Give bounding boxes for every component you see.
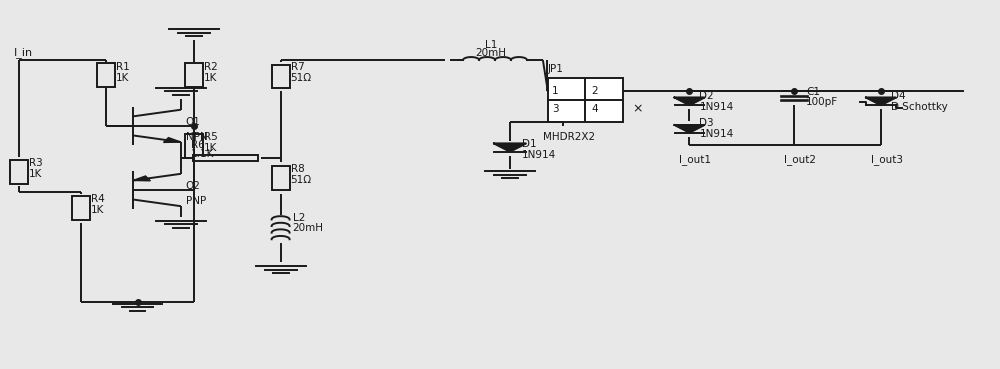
Text: D2: D2 [699, 91, 714, 101]
Bar [185, 63, 203, 87]
Text: 1N914: 1N914 [522, 150, 556, 160]
Polygon shape [163, 138, 181, 142]
Text: 100pF: 100pF [806, 97, 838, 107]
Text: 1K: 1K [91, 205, 105, 215]
Text: D3: D3 [699, 118, 714, 128]
Text: R5: R5 [204, 132, 218, 142]
Polygon shape [133, 176, 150, 181]
Text: 4: 4 [591, 104, 598, 114]
Text: C1: C1 [806, 87, 820, 97]
Text: L2: L2 [293, 213, 305, 223]
Bar [10, 160, 28, 184]
Text: R6: R6 [191, 140, 205, 150]
Text: MHDR2X2: MHDR2X2 [543, 132, 595, 142]
Text: NPN: NPN [186, 132, 208, 142]
Text: I_out3: I_out3 [871, 155, 903, 165]
Text: R4: R4 [91, 194, 105, 204]
Bar [72, 196, 90, 220]
Bar [97, 63, 115, 87]
Text: 2: 2 [591, 86, 598, 96]
Text: JP1: JP1 [548, 64, 564, 74]
Text: 1K: 1K [204, 143, 217, 153]
Text: D Schottky: D Schottky [891, 102, 948, 112]
Text: PNP: PNP [186, 196, 206, 206]
Text: 1: 1 [552, 86, 558, 96]
Bar [272, 65, 290, 88]
Text: 1K: 1K [204, 73, 217, 83]
Text: I_in: I_in [14, 47, 33, 58]
Bar [193, 155, 258, 161]
Text: 51Ω: 51Ω [291, 175, 312, 185]
Text: R2: R2 [204, 62, 218, 72]
Text: D1: D1 [522, 139, 537, 149]
Bar [548, 78, 623, 122]
Polygon shape [675, 97, 704, 105]
Text: R7: R7 [291, 62, 304, 72]
Text: ×: × [633, 103, 643, 115]
Polygon shape [675, 125, 704, 133]
Bar [272, 166, 290, 190]
Text: 1K: 1K [29, 169, 43, 179]
Text: 1K: 1K [116, 73, 129, 83]
Text: 1N914: 1N914 [699, 129, 734, 139]
Text: 1.1K: 1.1K [191, 149, 214, 159]
Text: R8: R8 [291, 164, 304, 174]
Text: I_out2: I_out2 [784, 155, 816, 165]
Polygon shape [866, 97, 896, 105]
Text: Q2: Q2 [186, 181, 201, 192]
Text: D4: D4 [891, 91, 906, 101]
Text: R3: R3 [29, 158, 43, 168]
Text: 20mH: 20mH [293, 223, 324, 232]
Polygon shape [494, 144, 526, 152]
Text: 3: 3 [552, 104, 558, 114]
Text: I_out1: I_out1 [679, 155, 711, 165]
Text: 1N914: 1N914 [699, 102, 734, 112]
Text: 51Ω: 51Ω [291, 73, 312, 83]
Bar [185, 134, 203, 158]
Text: 20mH: 20mH [475, 48, 506, 58]
Text: L1: L1 [485, 40, 497, 50]
Text: R1: R1 [116, 62, 130, 72]
Text: Q1: Q1 [186, 117, 201, 127]
